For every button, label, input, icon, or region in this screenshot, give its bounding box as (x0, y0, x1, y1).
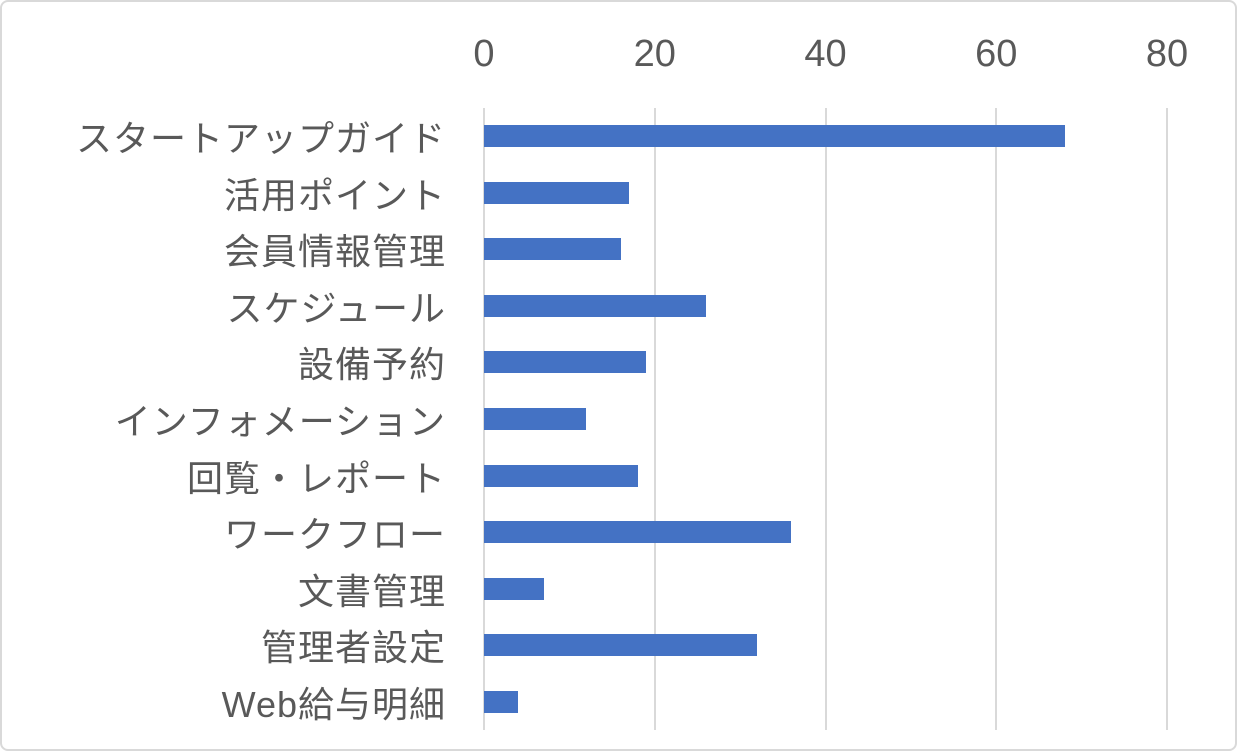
bar-row (484, 278, 1167, 335)
bar (484, 634, 758, 657)
category-label: スケジュール (226, 287, 446, 329)
bar (484, 238, 621, 261)
x-axis-tick-label: 0 (473, 33, 495, 75)
category-label: ワークフロー (223, 514, 446, 556)
bar (484, 521, 792, 544)
bar-row (484, 334, 1167, 391)
bar (484, 690, 519, 713)
x-axis-tick-label: 40 (804, 33, 847, 75)
bar (484, 125, 1065, 148)
gridline (824, 108, 827, 730)
category-axis: スタートアップガイド活用ポイント 会員情報管理 スケジュール設備予約インフォメーショ… (16, 108, 446, 730)
gridline (995, 108, 998, 730)
x-axis: 0 20 40 60 80 (473, 30, 1188, 78)
bar (484, 351, 647, 374)
bar (484, 294, 706, 317)
plot-area (483, 108, 1168, 730)
gridline (1166, 108, 1168, 730)
category-label: Web給与明細 (221, 683, 446, 725)
category-label: 回覧・レポート (186, 457, 446, 499)
bar (484, 181, 630, 204)
category-label: 文書管理 (297, 570, 446, 612)
bar-row (484, 165, 1167, 222)
bar (484, 464, 638, 487)
bar-row (484, 617, 1167, 674)
bar-row (484, 504, 1167, 561)
category-label: スタートアップガイド (75, 118, 446, 160)
bar-row (484, 391, 1167, 448)
x-axis-tick-label: 20 (633, 33, 676, 75)
bar-series (484, 108, 1167, 730)
category-label: 管理者設定 (260, 627, 446, 669)
bar-row (484, 673, 1167, 730)
category-label: 会員情報管理 (223, 231, 446, 273)
x-axis-tick-label: 60 (975, 33, 1018, 75)
bar-row (484, 221, 1167, 278)
gridline (653, 108, 656, 730)
category-label: 活用ポイント (223, 174, 446, 216)
bar-row (484, 447, 1167, 504)
x-axis-tick-label: 80 (1145, 33, 1189, 75)
bar-row (484, 108, 1167, 165)
category-label: インフォメーション (114, 401, 446, 442)
category-label: 設備予約 (297, 344, 446, 386)
bar (484, 408, 587, 430)
bar-row (484, 560, 1167, 617)
bar (484, 577, 544, 600)
